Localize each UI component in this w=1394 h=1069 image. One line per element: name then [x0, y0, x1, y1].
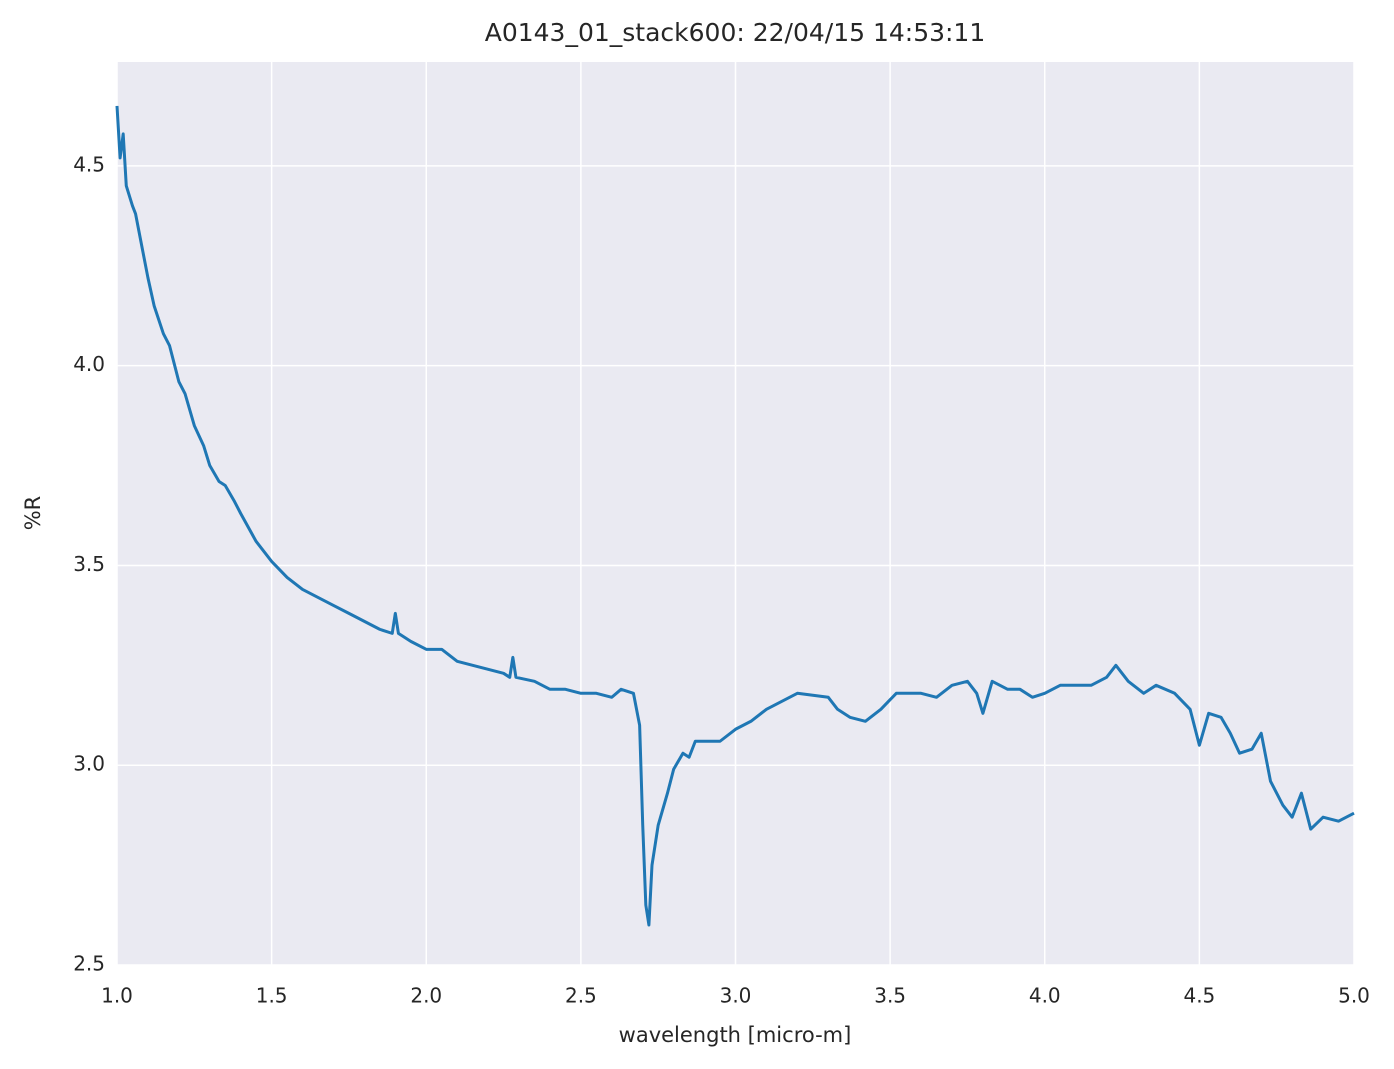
x-tick-label: 4.0 [1029, 984, 1061, 1008]
x-axis-label: wavelength [micro-m] [619, 1023, 852, 1047]
x-tick-label: 2.5 [565, 984, 597, 1008]
y-axis-label: %R [21, 496, 45, 531]
x-tick-label: 3.0 [720, 984, 752, 1008]
y-tick-label: 3.5 [73, 552, 105, 576]
x-tick-label: 1.5 [256, 984, 288, 1008]
y-tick-label: 4.0 [73, 352, 105, 376]
x-tick-label: 4.5 [1183, 984, 1215, 1008]
x-tick-label: 5.0 [1338, 984, 1370, 1008]
y-tick-label: 2.5 [73, 952, 105, 976]
x-tick-label: 2.0 [410, 984, 442, 1008]
y-tick-label: 4.5 [73, 152, 105, 176]
chart-title: A0143_01_stack600: 22/04/15 14:53:11 [485, 18, 986, 47]
x-tick-label: 1.0 [101, 984, 133, 1008]
data-line [115, 105, 1355, 927]
x-tick-label: 3.5 [874, 984, 906, 1008]
y-tick-label: 3.0 [73, 752, 105, 776]
